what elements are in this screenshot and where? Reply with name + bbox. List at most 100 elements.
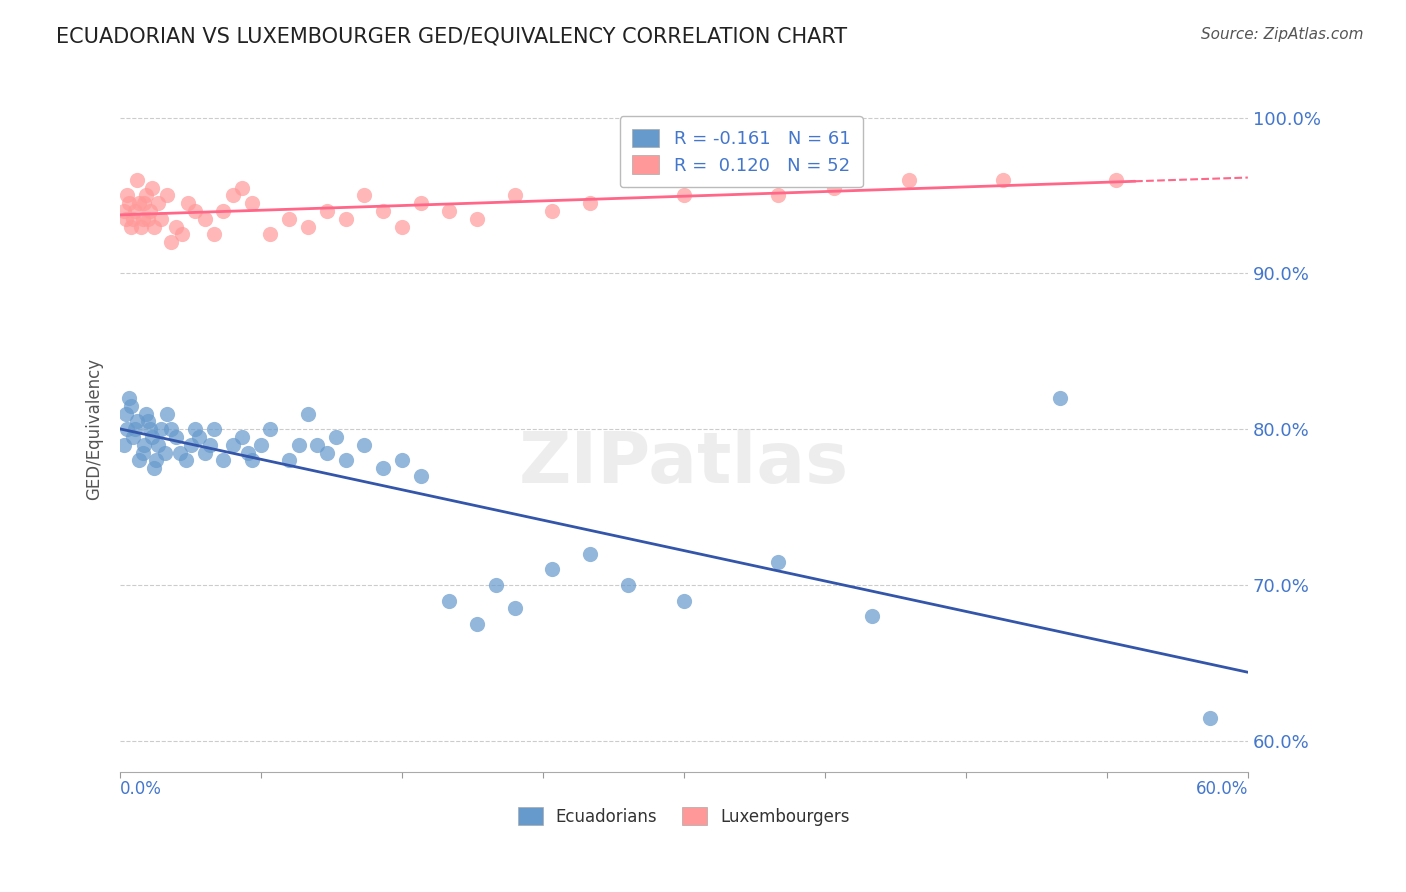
Point [212, 453, 235, 467]
Point [823, 180, 845, 194]
Point [259, 227, 281, 242]
Point [278, 211, 301, 226]
Point [240, 453, 263, 467]
Point [672, 593, 695, 607]
Point [373, 461, 395, 475]
Point [118, 391, 141, 405]
Point [184, 422, 207, 436]
Point [176, 196, 198, 211]
Point [259, 422, 281, 436]
Point [1105, 173, 1128, 187]
Point [579, 547, 602, 561]
Point [860, 609, 883, 624]
Point [165, 430, 187, 444]
Point [579, 196, 602, 211]
Point [120, 219, 142, 234]
Point [373, 204, 395, 219]
Point [142, 461, 165, 475]
Point [353, 188, 375, 202]
Point [184, 204, 207, 219]
Point [1049, 391, 1071, 405]
Point [503, 188, 526, 202]
Point [353, 438, 375, 452]
Point [125, 414, 148, 428]
Point [131, 445, 153, 459]
Point [122, 211, 145, 226]
Point [202, 227, 225, 242]
Point [135, 407, 157, 421]
Point [153, 445, 176, 459]
Point [145, 453, 167, 467]
Point [465, 617, 488, 632]
Point [335, 211, 357, 226]
Text: ZIPatlas: ZIPatlas [519, 429, 849, 498]
Text: Source: ZipAtlas.com: Source: ZipAtlas.com [1201, 27, 1364, 42]
Point [117, 188, 139, 202]
Point [139, 204, 162, 219]
Point [169, 445, 191, 459]
Point [409, 196, 432, 211]
Point [114, 407, 136, 421]
Point [134, 196, 156, 211]
Point [174, 453, 197, 467]
Point [112, 204, 135, 219]
Point [315, 445, 337, 459]
Point [202, 422, 225, 436]
Point [128, 453, 150, 467]
Point [465, 211, 488, 226]
Point [297, 219, 319, 234]
Point [240, 196, 263, 211]
Y-axis label: GED/Equivalency: GED/Equivalency [86, 359, 103, 500]
Point [146, 196, 169, 211]
Point [120, 399, 142, 413]
Point [180, 438, 202, 452]
Point [118, 196, 141, 211]
Text: ECUADORIAN VS LUXEMBOURGER GED/EQUIVALENCY CORRELATION CHART: ECUADORIAN VS LUXEMBOURGER GED/EQUIVALEN… [56, 27, 848, 46]
Text: 60.0%: 60.0% [1195, 780, 1249, 797]
Point [485, 578, 508, 592]
Point [766, 555, 789, 569]
Point [187, 430, 209, 444]
Point [1199, 710, 1222, 724]
Point [297, 407, 319, 421]
Point [898, 173, 921, 187]
Point [136, 211, 159, 226]
Point [159, 235, 181, 250]
Point [541, 562, 564, 576]
Point [170, 227, 193, 242]
Point [156, 188, 179, 202]
Point [139, 422, 162, 436]
Point [142, 219, 165, 234]
Point [993, 173, 1015, 187]
Point [112, 438, 135, 452]
Point [391, 219, 413, 234]
Legend: Ecuadorians, Luxembourgers: Ecuadorians, Luxembourgers [510, 801, 858, 832]
Point [409, 469, 432, 483]
Point [156, 407, 179, 421]
Point [122, 430, 145, 444]
Point [141, 180, 163, 194]
Point [437, 204, 460, 219]
Point [231, 180, 253, 194]
Point [437, 593, 460, 607]
Point [124, 204, 146, 219]
Point [165, 219, 187, 234]
Point [236, 445, 259, 459]
Point [212, 204, 235, 219]
Point [222, 188, 245, 202]
Point [198, 438, 221, 452]
Point [150, 422, 173, 436]
Point [136, 414, 159, 428]
Point [503, 601, 526, 615]
Point [141, 430, 163, 444]
Point [766, 188, 789, 202]
Point [134, 438, 156, 452]
Point [128, 196, 150, 211]
Point [672, 188, 695, 202]
Point [117, 422, 139, 436]
Point [315, 204, 337, 219]
Point [616, 578, 638, 592]
Point [124, 422, 146, 436]
Point [325, 430, 347, 444]
Point [287, 438, 309, 452]
